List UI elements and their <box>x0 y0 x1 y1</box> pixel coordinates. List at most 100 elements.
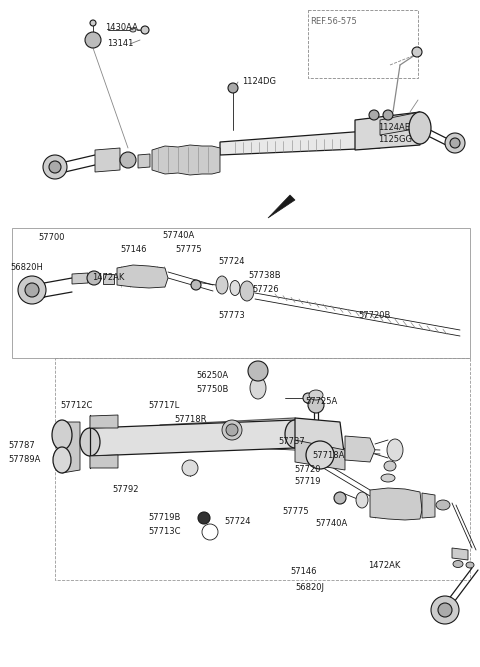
Ellipse shape <box>130 28 136 32</box>
Text: 1124AE: 1124AE <box>378 123 410 133</box>
Polygon shape <box>62 422 80 473</box>
Circle shape <box>191 280 201 290</box>
Circle shape <box>248 361 268 381</box>
Ellipse shape <box>381 474 395 482</box>
Polygon shape <box>295 440 345 470</box>
Text: 57718R: 57718R <box>174 414 206 424</box>
Text: 57700: 57700 <box>38 233 64 243</box>
Circle shape <box>450 138 460 148</box>
Ellipse shape <box>409 112 431 144</box>
Circle shape <box>412 47 422 57</box>
Ellipse shape <box>387 439 403 461</box>
Circle shape <box>85 32 101 48</box>
Ellipse shape <box>230 281 240 295</box>
Text: 57773: 57773 <box>218 311 245 321</box>
Text: 57737: 57737 <box>278 438 305 446</box>
Text: 57146: 57146 <box>120 245 146 255</box>
Text: 57740A: 57740A <box>315 520 347 528</box>
Text: 57789A: 57789A <box>8 456 40 464</box>
Ellipse shape <box>384 461 396 471</box>
Text: 1472AK: 1472AK <box>368 562 400 570</box>
Circle shape <box>120 152 136 168</box>
Circle shape <box>308 397 324 413</box>
Polygon shape <box>268 195 295 218</box>
Circle shape <box>369 110 379 120</box>
Circle shape <box>306 441 334 469</box>
Polygon shape <box>95 148 120 172</box>
Circle shape <box>383 110 393 120</box>
Circle shape <box>198 512 210 524</box>
Text: 57725A: 57725A <box>305 398 337 406</box>
Circle shape <box>438 603 452 617</box>
Text: 57719: 57719 <box>294 476 321 486</box>
Ellipse shape <box>80 428 100 456</box>
Text: 1125GG: 1125GG <box>378 135 412 145</box>
Text: 57738B: 57738B <box>248 271 281 279</box>
Polygon shape <box>345 436 375 462</box>
Polygon shape <box>370 488 422 520</box>
Text: 57726: 57726 <box>252 285 278 295</box>
Polygon shape <box>220 130 380 155</box>
Ellipse shape <box>466 562 474 568</box>
Bar <box>12 228 470 358</box>
Circle shape <box>222 420 242 440</box>
Text: 57720B: 57720B <box>358 311 390 321</box>
Circle shape <box>25 283 39 297</box>
Circle shape <box>182 460 198 476</box>
Text: 57720: 57720 <box>294 464 321 474</box>
Polygon shape <box>152 145 220 175</box>
Ellipse shape <box>240 281 254 301</box>
Circle shape <box>226 424 238 436</box>
Polygon shape <box>452 548 468 560</box>
Text: 57740A: 57740A <box>162 231 194 239</box>
Text: 57724: 57724 <box>224 518 251 526</box>
Ellipse shape <box>53 447 71 473</box>
Bar <box>308 10 418 78</box>
Ellipse shape <box>309 390 323 400</box>
Circle shape <box>49 161 61 173</box>
Ellipse shape <box>216 276 228 294</box>
Circle shape <box>141 26 149 34</box>
Circle shape <box>334 492 346 504</box>
Text: 57787: 57787 <box>8 442 35 450</box>
Text: REF.56-575: REF.56-575 <box>310 17 357 27</box>
Text: 57792: 57792 <box>112 486 139 494</box>
Text: 57717L: 57717L <box>148 400 179 410</box>
Circle shape <box>87 271 101 285</box>
Circle shape <box>431 596 459 624</box>
Text: 56820H: 56820H <box>10 263 43 273</box>
Polygon shape <box>295 418 345 460</box>
Text: 57775: 57775 <box>282 508 309 516</box>
Text: 57719B: 57719B <box>148 514 180 522</box>
Polygon shape <box>103 274 114 284</box>
Bar <box>55 358 470 580</box>
Text: 57724: 57724 <box>218 257 244 267</box>
Text: 57712C: 57712C <box>60 400 92 410</box>
Ellipse shape <box>453 560 463 568</box>
Polygon shape <box>72 273 88 284</box>
Ellipse shape <box>52 420 72 450</box>
Ellipse shape <box>250 377 266 399</box>
Text: 13141: 13141 <box>107 39 133 49</box>
Polygon shape <box>90 415 118 428</box>
Circle shape <box>43 155 67 179</box>
Ellipse shape <box>285 420 305 448</box>
Text: 57750B: 57750B <box>196 386 228 394</box>
Ellipse shape <box>356 492 368 508</box>
Text: 57775: 57775 <box>175 245 202 255</box>
Circle shape <box>445 133 465 153</box>
Circle shape <box>90 20 96 26</box>
Text: 1430AA: 1430AA <box>105 23 138 33</box>
Polygon shape <box>90 420 295 456</box>
Polygon shape <box>117 265 168 288</box>
Circle shape <box>303 393 313 403</box>
Polygon shape <box>90 455 118 468</box>
Polygon shape <box>380 112 420 135</box>
Circle shape <box>202 524 218 540</box>
Text: 57146: 57146 <box>290 568 316 576</box>
Polygon shape <box>422 493 435 518</box>
Circle shape <box>228 83 238 93</box>
Polygon shape <box>355 112 420 150</box>
Circle shape <box>18 276 46 304</box>
Ellipse shape <box>436 500 450 510</box>
